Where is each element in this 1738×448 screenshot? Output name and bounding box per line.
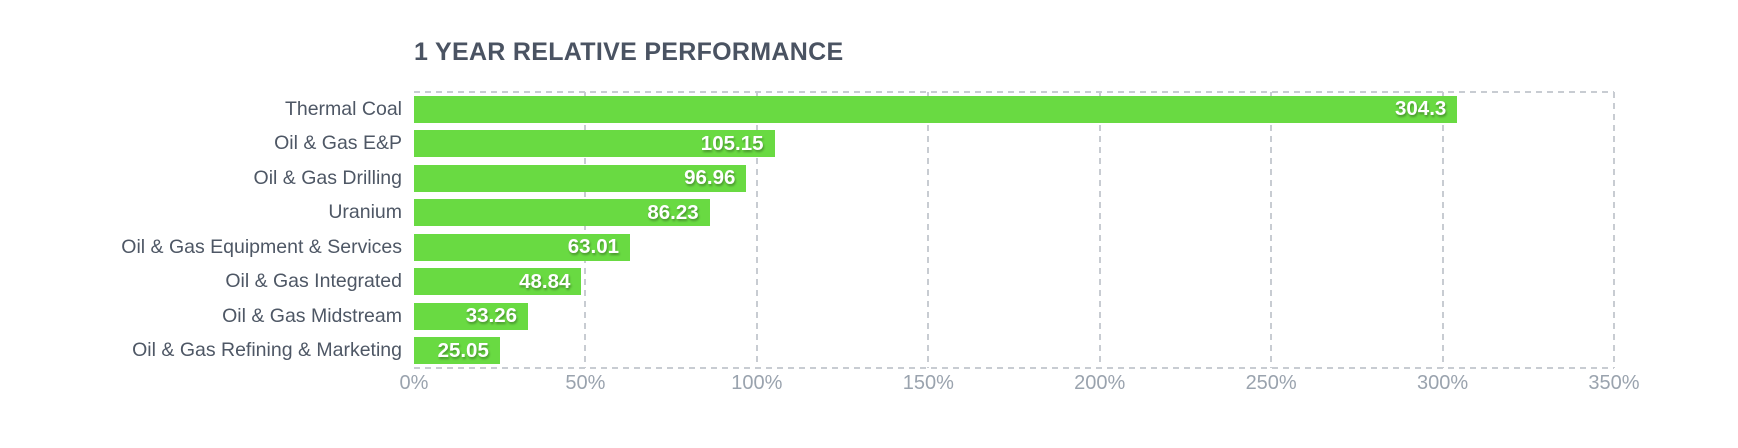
vertical-gridline <box>1098 92 1101 368</box>
plot-top-border <box>414 91 1614 93</box>
plot-area: 304.3 105.15 96.96 86.23 63.01 48.84 33.26 25.0… <box>414 91 1615 369</box>
chart-title: 1 YEAR RELATIVE PERFORMANCE <box>414 38 844 66</box>
bar-value-label: 48.84 <box>519 269 571 293</box>
x-tick-label: 200% <box>1074 372 1126 394</box>
x-axis-line <box>414 367 1614 369</box>
category-label: Oil & Gas E&P <box>274 132 402 155</box>
category-label: Oil & Gas Drilling <box>253 166 402 189</box>
bar-row: 96.96 <box>414 161 1614 196</box>
bar: 48.84 <box>414 268 582 296</box>
bar-row: 63.01 <box>414 230 1614 265</box>
vertical-gridline <box>1441 92 1444 368</box>
bar-row: 33.26 <box>414 299 1614 334</box>
bar-row: 86.23 <box>414 196 1614 231</box>
bar-value-label: 86.23 <box>647 200 699 224</box>
category-label: Uranium <box>328 201 402 224</box>
x-tick-label: 50% <box>565 372 606 394</box>
bar: 304.3 <box>414 95 1458 123</box>
category-axis: Thermal Coal Oil & Gas E&P Oil & Gas Drill… <box>0 92 402 368</box>
x-tick-label: 300% <box>1416 372 1469 394</box>
x-tick-label: 100% <box>731 372 783 394</box>
x-tick-label: 250% <box>1245 372 1297 394</box>
category-label: Oil & Gas Midstream <box>222 304 402 327</box>
bar-rows: 304.3 105.15 96.96 86.23 63.01 48.84 33.26 25.0… <box>414 92 1614 368</box>
bar-value-label: 304.3 <box>1395 97 1447 121</box>
x-tick-label: 350% <box>1588 372 1640 394</box>
bar-value-label: 33.26 <box>465 304 518 328</box>
bar-row: 105.15 <box>414 127 1614 162</box>
bar-value-label: 105.15 <box>700 131 764 155</box>
category-label: Thermal Coal <box>284 97 402 120</box>
x-axis-tick-labels: 0% 50% 100% 150% 200% 250% 300% 350% <box>400 372 1640 400</box>
bar: 63.01 <box>414 233 631 261</box>
vertical-gridline <box>755 92 758 368</box>
bar: 25.05 <box>414 337 500 365</box>
bar-value-label: 25.05 <box>437 338 489 362</box>
gridlines <box>414 91 1615 369</box>
vertical-gridline <box>584 92 587 368</box>
vertical-gridline <box>1613 92 1615 368</box>
bar-row: 304.3 <box>414 92 1614 127</box>
bar: 105.15 <box>414 130 775 158</box>
bar: 33.26 <box>414 302 529 330</box>
bar-row: 25.05 <box>414 334 1614 369</box>
bar-value-label: 63.01 <box>567 235 620 259</box>
bar-row: 48.84 <box>414 265 1614 300</box>
category-label: Oil & Gas Refining & Marketing <box>132 339 402 362</box>
vertical-gridline <box>927 92 930 368</box>
bar: 86.23 <box>414 199 710 227</box>
category-label: Oil & Gas Equipment & Services <box>121 235 402 258</box>
bar-value-label: 96.96 <box>684 166 736 190</box>
x-tick-label: 150% <box>902 372 954 394</box>
bar: 96.96 <box>414 164 747 192</box>
vertical-gridline <box>1270 92 1273 368</box>
x-tick-label: 0% <box>399 372 429 394</box>
category-label: Oil & Gas Integrated <box>225 270 402 293</box>
